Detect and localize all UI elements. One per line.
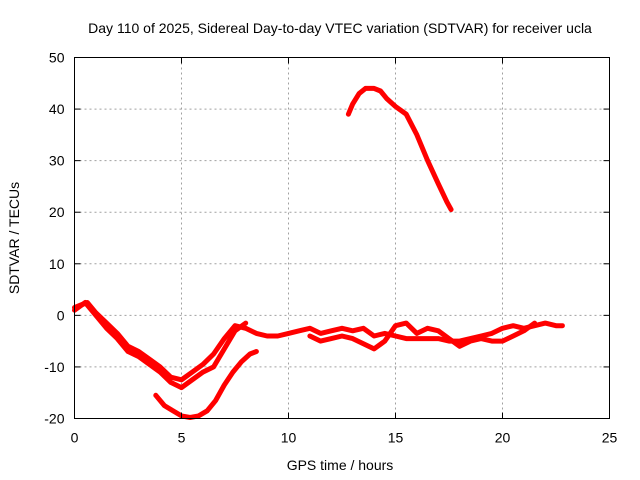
x-tick-label: 15: [388, 430, 404, 446]
y-tick-label: -20: [44, 411, 64, 427]
y-tick-label: 50: [49, 50, 65, 66]
grid-lines: [74, 57, 610, 419]
series-layer: [72, 85, 565, 420]
y-axis-label: SDTVAR / TECUs: [6, 182, 22, 294]
x-tick-label: 10: [281, 430, 297, 446]
x-tick-label: 25: [602, 430, 618, 446]
x-tick-label: 20: [495, 430, 511, 446]
y-tick-label: -10: [44, 359, 64, 375]
chart-title: Day 110 of 2025, Sidereal Day-to-day VTE…: [88, 20, 592, 36]
y-tick-label: 0: [57, 307, 65, 323]
x-tick-labels: 0 5 10 15 20 25: [71, 430, 618, 446]
y-tick-label: 20: [49, 204, 65, 220]
x-tick-label: 5: [178, 430, 186, 446]
x-tick-label: 0: [71, 430, 79, 446]
series-line-5: [345, 85, 454, 213]
y-tick-label: 40: [49, 101, 65, 117]
plot-frame: [74, 57, 610, 419]
series-line-4: [153, 349, 259, 420]
series-line-3: [307, 320, 538, 352]
series-line-1: [72, 300, 565, 383]
y-tick-labels: -20 -10 0 10 20 30 40 50: [44, 50, 64, 427]
y-tick-label: 30: [49, 153, 65, 169]
x-axis-label: GPS time / hours: [287, 457, 394, 473]
series-line-2: [72, 300, 249, 391]
y-tick-label: 10: [49, 256, 65, 272]
tick-marks: [74, 57, 610, 419]
